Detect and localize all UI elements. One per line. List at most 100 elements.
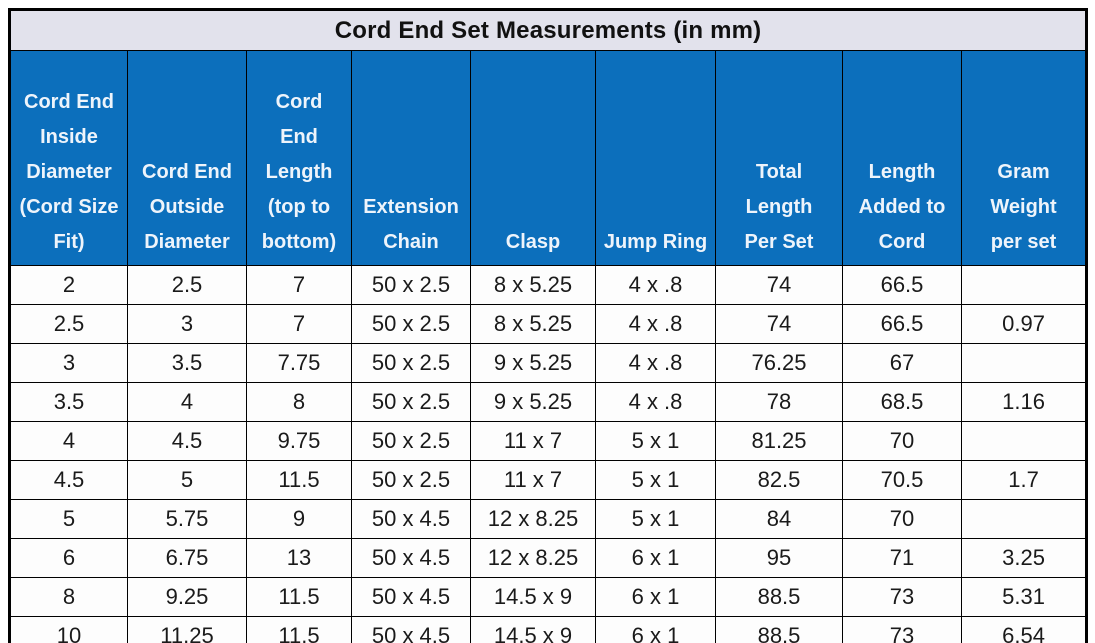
column-header-total-length: Total Length Per Set [715,50,843,266]
table-cell: 73 [842,616,962,643]
table-cell: 66.5 [842,304,962,344]
table-row: 4 4.5 9.75 50 x 2.5 11 x 7 5 x 1 81.25 7… [9,421,1088,461]
table-cell: 68.5 [842,382,962,422]
table-cell: 4 x .8 [595,265,716,305]
table-cell: 4 x .8 [595,304,716,344]
table-cell: 12 x 8.25 [470,538,596,578]
column-header-jump-ring: Jump Ring [595,50,716,266]
table-cell: 74 [715,304,843,344]
table-cell: 71 [842,538,962,578]
table-cell: 50 x 2.5 [351,421,471,461]
table-cell: 9 [246,499,352,539]
table-row: 3 3.5 7.75 50 x 2.5 9 x 5.25 4 x .8 76.2… [9,343,1088,383]
table-row: 10 11.25 11.5 50 x 4.5 14.5 x 9 6 x 1 88… [9,616,1088,643]
table-cell: 7.75 [246,343,352,383]
table-cell: 50 x 2.5 [351,382,471,422]
table-cell: 50 x 4.5 [351,499,471,539]
table-cell: 6 x 1 [595,538,716,578]
table-cell: 0.97 [960,304,1088,344]
table-title: Cord End Set Measurements (in mm) [8,9,1088,51]
table-cell: 4 [127,382,247,422]
table-cell: 9 x 5.25 [470,343,596,383]
table-cell: 5 x 1 [595,499,716,539]
column-header-outside-diameter: Cord End Outside Diameter [127,50,247,266]
table-cell: 14.5 x 9 [470,577,596,617]
table-cell: 5.31 [960,577,1088,617]
column-header-extension-chain: Extension Chain [351,50,471,266]
table-cell [960,265,1088,305]
table-row: 5 5.75 9 50 x 4.5 12 x 8.25 5 x 1 84 70 [9,499,1088,539]
table-cell: 11.5 [246,460,352,500]
table-cell: 8 x 5.25 [470,304,596,344]
table-cell: 11 x 7 [470,421,596,461]
table-cell: 88.5 [715,577,843,617]
column-header-length-added: Length Added to Cord [842,50,962,266]
table-cell: 4 [9,421,128,461]
table-cell: 6.54 [960,616,1088,643]
table-cell: 66.5 [842,265,962,305]
table-cell: 8 x 5.25 [470,265,596,305]
table-cell: 4 x .8 [595,343,716,383]
table-cell: 67 [842,343,962,383]
cord-end-measurements-table: Cord End Set Measurements (in mm) Cord E… [8,8,1089,643]
table-cell: 9.25 [127,577,247,617]
table-cell [960,499,1088,539]
table-row: 2.5 3 7 50 x 2.5 8 x 5.25 4 x .8 74 66.5… [9,304,1088,344]
table-cell: 8 [246,382,352,422]
table-cell: 3 [9,343,128,383]
table-cell: 7 [246,265,352,305]
table-cell: 6 x 1 [595,616,716,643]
table-cell: 6.75 [127,538,247,578]
table-cell: 50 x 4.5 [351,577,471,617]
table-cell [960,421,1088,461]
table-cell: 81.25 [715,421,843,461]
table-cell: 70 [842,421,962,461]
table-cell: 4.5 [127,421,247,461]
column-header-gram-weight: Gram Weight per set [960,50,1088,266]
table-cell: 76.25 [715,343,843,383]
table-cell: 6 [9,538,128,578]
column-header-cord-end-length: Cord End Length (top to bottom) [246,50,352,266]
table-cell: 14.5 x 9 [470,616,596,643]
table-cell: 73 [842,577,962,617]
table-cell: 7 [246,304,352,344]
table-cell: 50 x 2.5 [351,304,471,344]
table-cell: 5 [9,499,128,539]
table-cell: 3.5 [9,382,128,422]
table-cell: 50 x 4.5 [351,538,471,578]
table-cell: 70 [842,499,962,539]
table-cell: 2.5 [127,265,247,305]
table-cell: 8 [9,577,128,617]
table-cell: 50 x 2.5 [351,265,471,305]
table-row: 2 2.5 7 50 x 2.5 8 x 5.25 4 x .8 74 66.5 [9,265,1088,305]
table-cell: 10 [9,616,128,643]
table-cell: 1.7 [960,460,1088,500]
table-cell: 6 x 1 [595,577,716,617]
table-row: 6 6.75 13 50 x 4.5 12 x 8.25 6 x 1 95 71… [9,538,1088,578]
table-cell: 84 [715,499,843,539]
table-cell [960,343,1088,383]
table-cell: 3.25 [960,538,1088,578]
table-cell: 11.5 [246,616,352,643]
table-cell: 3 [127,304,247,344]
table-cell: 11.5 [246,577,352,617]
table-row: 3.5 4 8 50 x 2.5 9 x 5.25 4 x .8 78 68.5… [9,382,1088,422]
table-cell: 5.75 [127,499,247,539]
table-cell: 95 [715,538,843,578]
table-cell: 74 [715,265,843,305]
table-cell: 12 x 8.25 [470,499,596,539]
table-cell: 50 x 2.5 [351,460,471,500]
column-header-clasp: Clasp [470,50,596,266]
table-cell: 4 x .8 [595,382,716,422]
table-row: 4.5 5 11.5 50 x 2.5 11 x 7 5 x 1 82.5 70… [9,460,1088,500]
table-cell: 88.5 [715,616,843,643]
table-cell: 9 x 5.25 [470,382,596,422]
column-header-row: Cord End Inside Diameter (Cord Size Fit)… [9,50,1088,266]
table-cell: 1.16 [960,382,1088,422]
table-cell: 82.5 [715,460,843,500]
table-cell: 5 [127,460,247,500]
table-cell: 78 [715,382,843,422]
table-cell: 5 x 1 [595,421,716,461]
table-cell: 11.25 [127,616,247,643]
